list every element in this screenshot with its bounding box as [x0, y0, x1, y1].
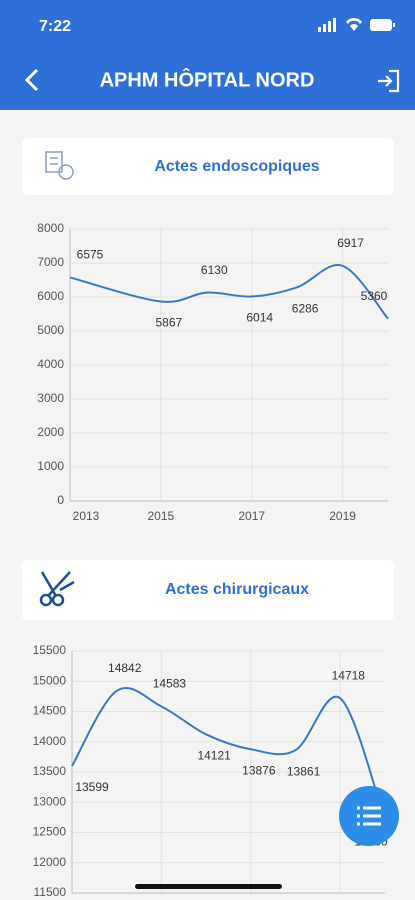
data-label: 6014 — [246, 311, 273, 325]
x-tick-label: 2019 — [329, 509, 356, 523]
section-card[interactable] — [22, 560, 394, 620]
status-time: 7:22 — [39, 18, 71, 35]
y-tick-label: 13500 — [33, 764, 67, 778]
data-line — [69, 264, 389, 320]
scissors-icon — [39, 571, 75, 607]
back-button[interactable] — [24, 68, 39, 92]
y-tick-label: 5000 — [37, 323, 64, 337]
data-label: 6286 — [292, 301, 319, 315]
x-tick-label: 2017 — [238, 509, 265, 523]
list-icon — [357, 814, 360, 818]
y-tick-label: 12000 — [33, 855, 67, 869]
data-label: 14718 — [332, 668, 366, 682]
y-tick-label: 15500 — [33, 643, 67, 657]
x-tick-label: 2015 — [148, 509, 175, 523]
y-tick-label: 7000 — [37, 255, 64, 269]
y-tick-label: 12500 — [33, 825, 67, 839]
fab-button[interactable] — [339, 786, 399, 846]
y-tick-label: 1000 — [37, 459, 64, 473]
data-label: 13599 — [75, 780, 109, 794]
x-tick-label: 2013 — [73, 509, 100, 523]
section-card[interactable] — [22, 138, 394, 195]
endoscope-icon — [45, 151, 74, 180]
y-tick-label: 6000 — [37, 289, 64, 303]
y-tick-label: 14000 — [33, 734, 67, 748]
y-tick-label: 4000 — [37, 357, 64, 371]
y-tick-label: 8000 — [37, 221, 64, 235]
data-label: 5360 — [361, 289, 388, 303]
y-tick-label: 3000 — [37, 391, 64, 405]
list-icon — [363, 814, 381, 818]
header-title: APHM HÔPITAL NORD — [100, 67, 315, 91]
y-tick-label: 15000 — [33, 673, 67, 687]
section-title[interactable]: Actes endoscopiques — [154, 158, 319, 175]
data-label: 6917 — [337, 236, 364, 250]
data-label: 6575 — [77, 248, 104, 262]
list-icon — [357, 822, 360, 826]
chart: 11500 12000 12500 13000 13500 14000 14500 15000… — [33, 643, 388, 899]
data-label: 5867 — [156, 316, 183, 330]
list-icon — [363, 806, 381, 810]
data-label: 14583 — [153, 677, 187, 691]
y-tick-label: 2000 — [37, 425, 64, 439]
chart: 0 1000 2000 3000 4000 5000 6000 7000 8000 2013 201… — [37, 221, 389, 523]
section-title[interactable]: Actes chirurgicaux — [165, 581, 309, 598]
data-label: 13876 — [242, 763, 276, 777]
data-label: 14121 — [197, 749, 231, 763]
list-icon — [363, 822, 381, 826]
data-line — [71, 687, 386, 821]
data-label: 14842 — [108, 661, 142, 675]
status-icons — [318, 18, 395, 32]
data-label: 6130 — [201, 263, 228, 277]
y-tick-label: 14500 — [33, 704, 67, 718]
list-icon — [357, 806, 360, 810]
y-tick-label: 11500 — [34, 885, 67, 899]
data-label: 13861 — [287, 764, 321, 778]
y-tick-label: 13000 — [33, 794, 67, 808]
app-bar — [0, 0, 415, 110]
home-indicator — [135, 884, 282, 889]
logout-button[interactable] — [378, 69, 400, 93]
y-tick-label: 0 — [57, 493, 64, 507]
